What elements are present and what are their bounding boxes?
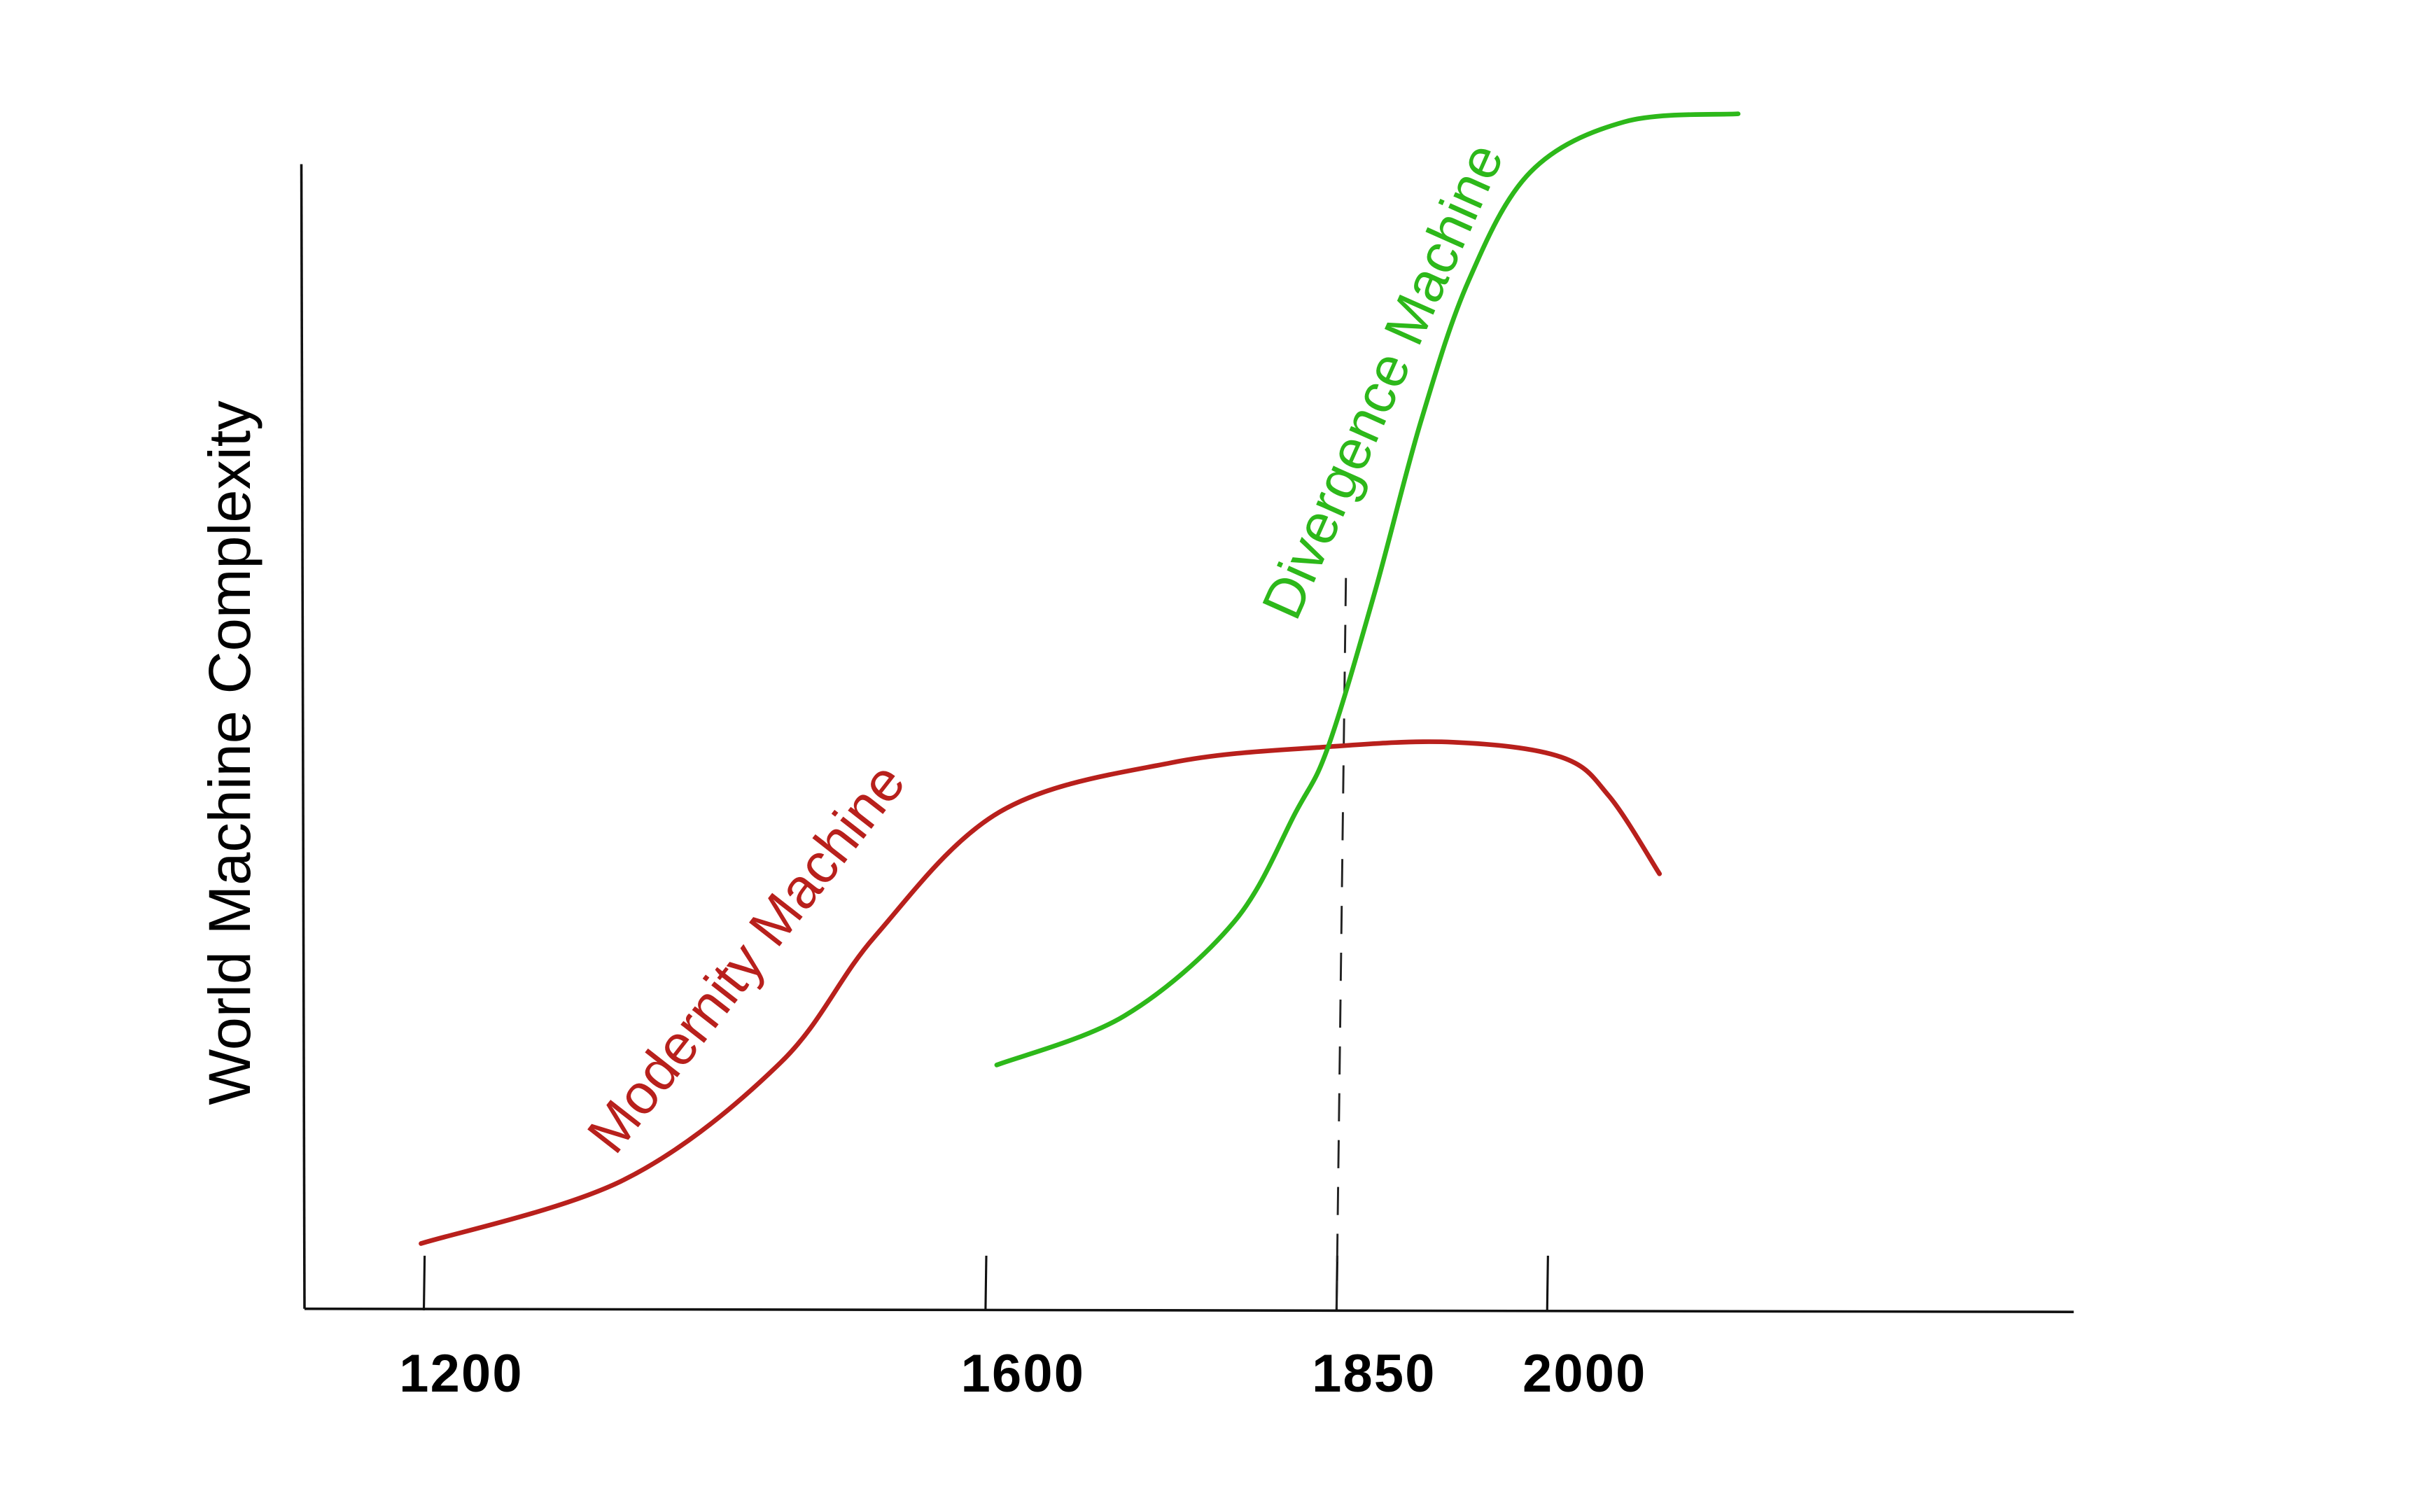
- y-axis-title: World Machine Complexity: [196, 400, 262, 1105]
- y-axis: [300, 164, 306, 1309]
- x-tick-label: 1200: [399, 1344, 524, 1404]
- x-tick: [1546, 1255, 1549, 1310]
- series-line: [419, 739, 1662, 1246]
- x-tick-label: 1600: [961, 1344, 1086, 1404]
- series-line: [994, 111, 1741, 1068]
- reference-line: [1335, 578, 1348, 1309]
- x-tick: [422, 1255, 426, 1310]
- x-tick-label: 1850: [1312, 1344, 1436, 1404]
- x-axis: [304, 1307, 2074, 1313]
- series-label: Modernity Machine: [575, 752, 918, 1165]
- x-tick-label: 2000: [1522, 1344, 1647, 1404]
